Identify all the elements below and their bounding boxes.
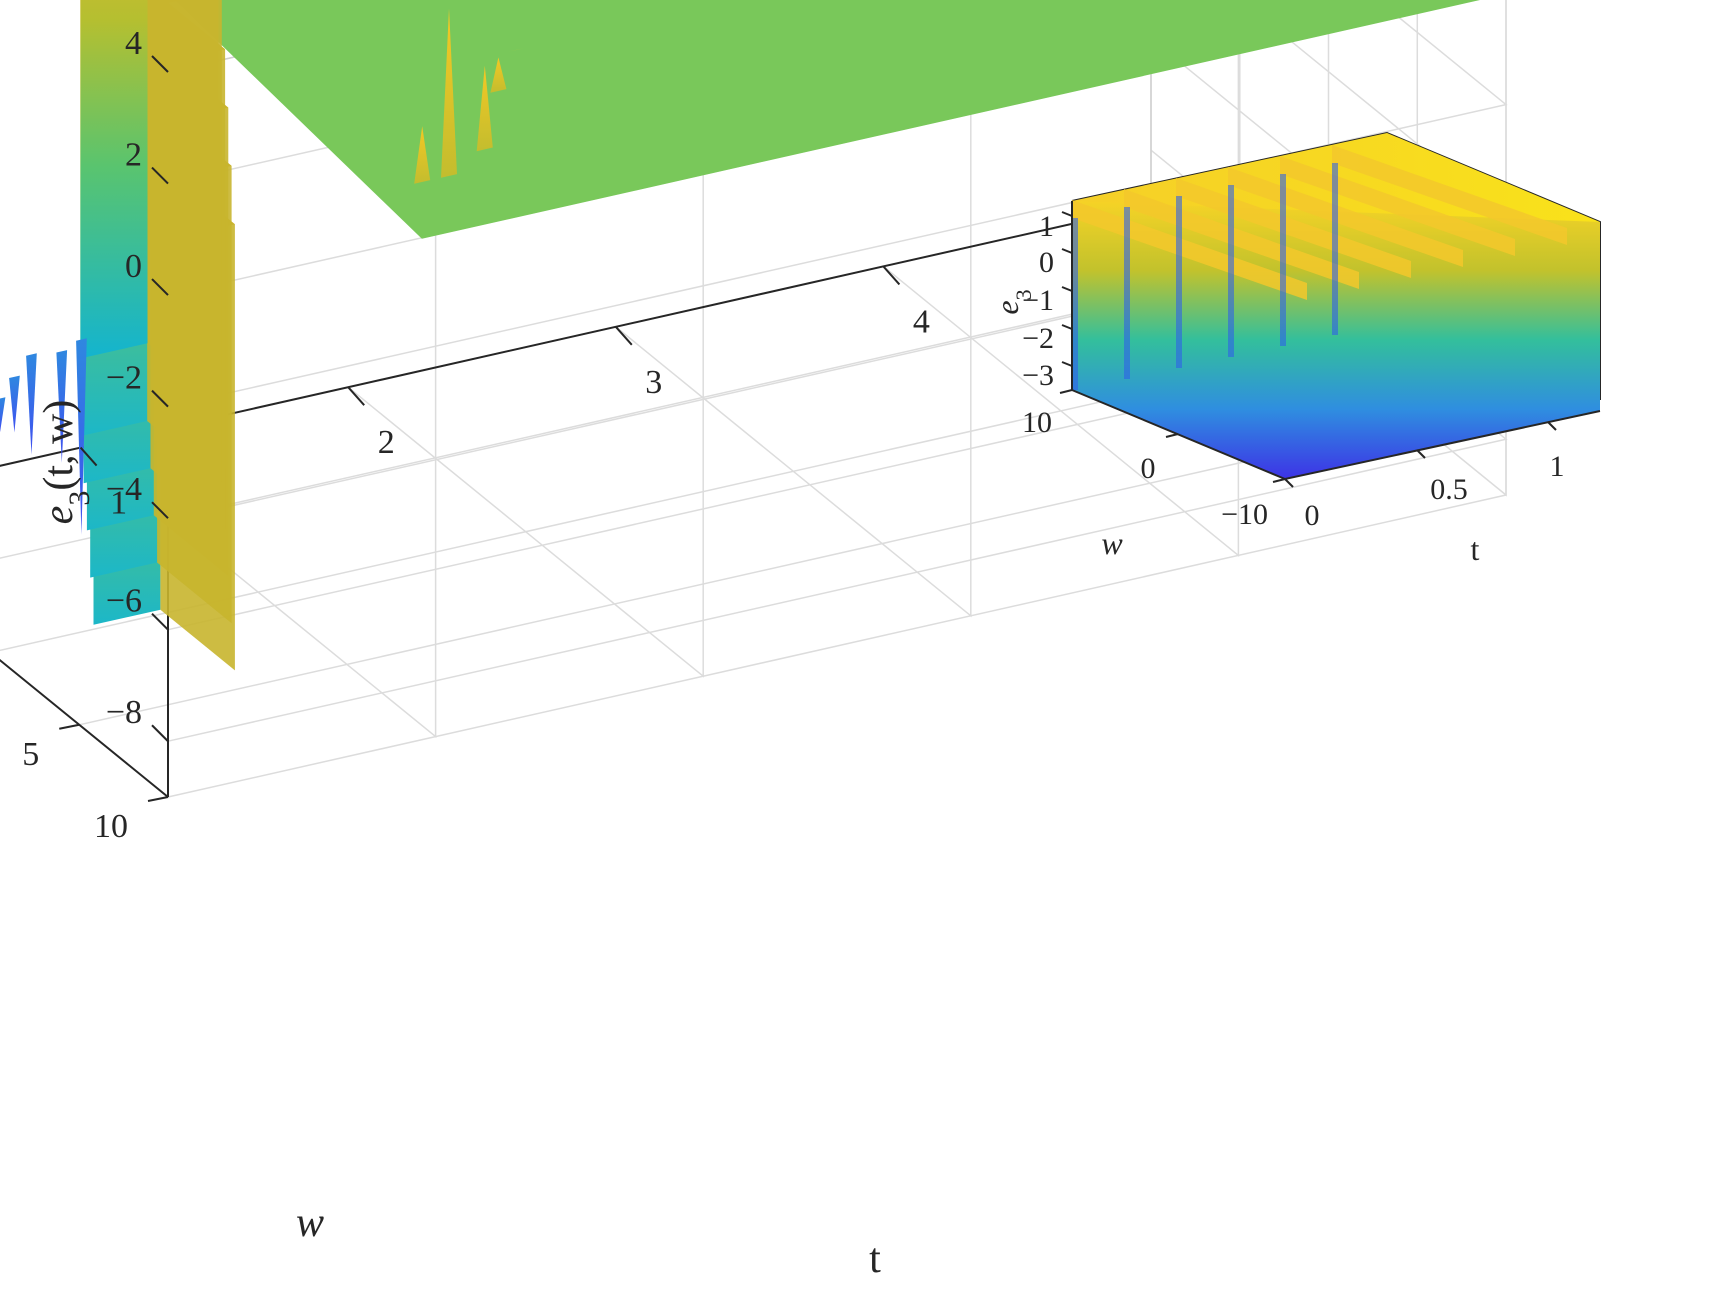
tick-marks: [59, 55, 1168, 802]
inset-z-tick-mark: [1061, 324, 1073, 330]
inset-z-tick-label: −1: [1022, 284, 1054, 317]
inset-z-tick-mark: [1061, 248, 1073, 254]
surface-spike-up: [490, 57, 507, 93]
surface-spike-up: [476, 65, 493, 152]
tick-labels: 420−2−4−6−81050−5−10012345: [22, 25, 1197, 845]
surface-spike-up: [441, 8, 457, 178]
inset-ridge: [1228, 167, 1463, 267]
z-tick-mark: [151, 278, 169, 296]
surface-spike-up: [414, 126, 431, 184]
z-tick-mark: [151, 612, 169, 631]
surface-spike-down: [56, 350, 68, 463]
inset-ridge: [1280, 156, 1515, 256]
inset-ridge-shadow: [1124, 207, 1130, 379]
z-tick-mark: [151, 166, 169, 185]
main-axes: 420−2−4−6−81050−5−10012345 t w e3(t, w): [0, 0, 1508, 1282]
z-tick-mark: [151, 724, 169, 742]
t-tick-label: 3: [645, 364, 662, 401]
inset-ridge-shadow: [1280, 174, 1286, 346]
inset-z-tick-mark: [1061, 211, 1073, 217]
z-axis-label-sub: 3: [63, 491, 96, 506]
surface-spike-down: [76, 338, 87, 535]
inset-t-tick-mark: [1284, 478, 1294, 488]
x-axis-label: t: [869, 1236, 881, 1282]
inset-t-tick-label: 0: [1305, 499, 1320, 532]
inset-ridge-shadow: [1228, 185, 1234, 357]
inset-z-axis-label-main: e: [989, 300, 1025, 314]
inset-z-tick-mark: [1061, 286, 1073, 292]
z-tick-label: −4: [106, 471, 142, 508]
grid-line-w: [167, 0, 1507, 798]
t-tick-mark: [347, 386, 365, 406]
inset-ridge: [1332, 145, 1567, 245]
z-tick-label: −8: [106, 694, 142, 731]
z-axis-label: e3(t, w): [36, 400, 96, 525]
t-tick-mark: [882, 265, 901, 286]
inset-w-tick-label: 10: [1022, 406, 1052, 439]
surface-plot: [0, 0, 1480, 671]
inset-ridge-shadow: [1332, 163, 1338, 335]
z-tick-mark: [151, 501, 169, 519]
surface-spike-down: [0, 397, 6, 432]
z-tick-mark: [151, 55, 169, 73]
inset-z-axis-label: e3: [989, 289, 1036, 314]
z-axis-label-args: (t, w): [36, 400, 82, 491]
inset-surface: [1072, 133, 1600, 479]
inset-w-tick-mark: [1059, 389, 1073, 394]
z-tick-label: −6: [106, 583, 142, 620]
surface-wall-front: [80, 0, 148, 359]
inset-t-tick-label: 0.5: [1430, 473, 1468, 506]
inset-z-tick-label: −3: [1022, 359, 1054, 392]
inset-axes: 1 0 −1 −2 −3 10 0 −10 0 0.5 1 w t e3: [989, 131, 1601, 567]
w-tick-mark: [59, 723, 80, 730]
w-tick-label: 10: [94, 808, 128, 845]
z-tick-label: −2: [106, 360, 142, 397]
surface-spike-down: [9, 375, 20, 433]
z-tick-label: 4: [125, 25, 142, 62]
t-tick-label: 2: [378, 424, 395, 461]
inset-ridge: [1124, 189, 1359, 289]
w-tick-label: 5: [22, 736, 39, 773]
inset-t-tick-label: 1: [1550, 450, 1565, 483]
inset-t-tick-mark: [1547, 421, 1557, 431]
t-tick-label: 4: [913, 303, 930, 340]
inset-tick-marks: [1059, 211, 1557, 488]
w-tick-mark: [147, 796, 169, 802]
surface-spike-up: [508, 48, 525, 52]
surface-wall-side: [147, 0, 219, 402]
inset-ridge: [1072, 200, 1307, 300]
z-axis-label-main: e: [36, 506, 82, 525]
inset-w-tick-mark: [1165, 433, 1179, 438]
t-tick-label: 1: [110, 485, 127, 522]
inset-z-tick-label: −2: [1022, 322, 1054, 355]
inset-t-axis-label: t: [1471, 531, 1480, 567]
inset-w-tick-mark: [1272, 478, 1286, 483]
inset-z-axis-label-sub: 3: [1011, 289, 1036, 300]
inset-ridge: [1176, 178, 1411, 278]
y-axis-label: w: [296, 1200, 324, 1246]
inset-z-tick-label: 0: [1039, 246, 1054, 279]
inset-z-tick-label: 1: [1039, 210, 1054, 243]
inset-z-tick-mark: [1061, 361, 1073, 367]
inset-w-tick-label: 0: [1141, 452, 1156, 485]
xy-axis-lines: [0, 205, 1152, 798]
z-tick-mark: [151, 389, 169, 408]
z-tick-label: 2: [125, 137, 142, 174]
inset-w-axis-label: w: [1101, 525, 1123, 561]
inset-surface-front: [1072, 201, 1600, 479]
inset-ridge-shadow: [1176, 196, 1182, 368]
t-tick-mark: [615, 326, 633, 346]
surface-spike-down: [26, 353, 37, 455]
inset-box-front: [1071, 201, 1601, 481]
t-tick-mark: [79, 446, 98, 467]
grid-line-z: [167, 0, 1508, 408]
inset-w-tick-label: −10: [1221, 498, 1268, 531]
z-tick-label: 0: [125, 248, 142, 285]
inset-ridge-shadow: [1072, 218, 1078, 390]
inset-t-tick-mark: [1416, 449, 1426, 459]
